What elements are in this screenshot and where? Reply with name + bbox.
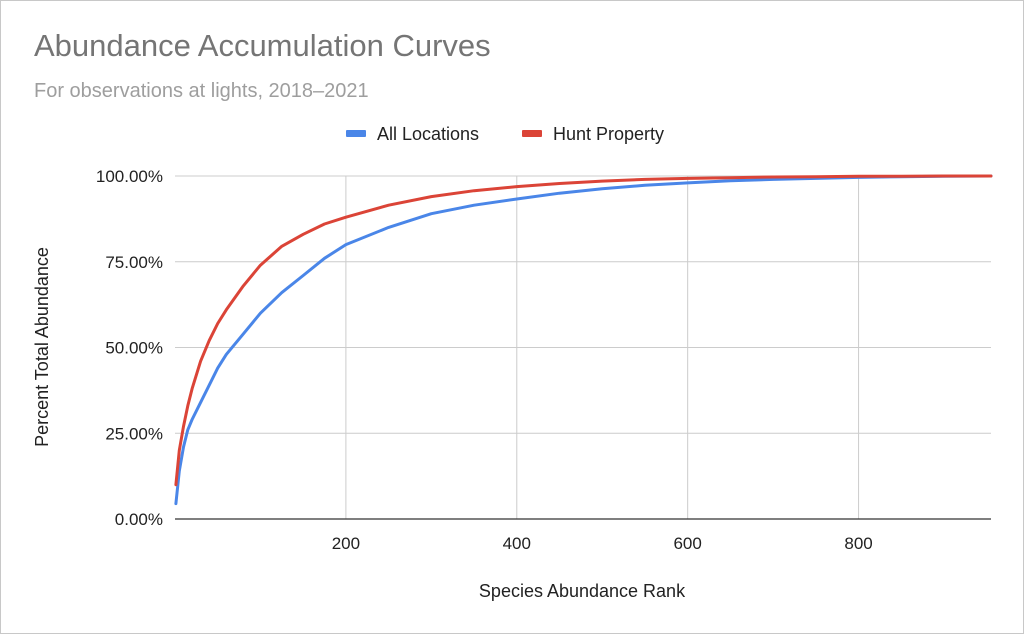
legend-swatch: [346, 130, 366, 137]
chart-subtitle: For observations at lights, 2018–2021: [34, 80, 369, 102]
legend-label: All Locations: [377, 124, 479, 144]
chart-title: Abundance Accumulation Curves: [34, 28, 491, 63]
x-tick-label: 400: [503, 534, 531, 553]
x-tick-label: 600: [673, 534, 701, 553]
series-line-hunt-property: [174, 174, 993, 487]
y-axis-title: Percent Total Abundance: [32, 247, 52, 447]
y-tick-label: 75.00%: [105, 253, 163, 272]
x-tick-label: 800: [844, 534, 872, 553]
series-lines: [174, 174, 993, 506]
legend: All Locations Hunt Property: [346, 124, 664, 144]
legend-swatch: [522, 130, 542, 137]
axes: 0.00% 25.00% 50.00% 75.00% 100.00% 200 400 600 8…: [96, 167, 991, 553]
y-tick-label: 25.00%: [105, 424, 163, 443]
x-axis-title: Species Abundance Rank: [479, 581, 686, 601]
series-line-all-locations: [174, 174, 993, 506]
y-tick-label: 0.00%: [115, 510, 163, 529]
y-tick-label: 100.00%: [96, 167, 163, 186]
y-tick-label: 50.00%: [105, 339, 163, 358]
x-tick-label: 200: [332, 534, 360, 553]
legend-label: Hunt Property: [553, 124, 664, 144]
grid: [175, 175, 991, 519]
